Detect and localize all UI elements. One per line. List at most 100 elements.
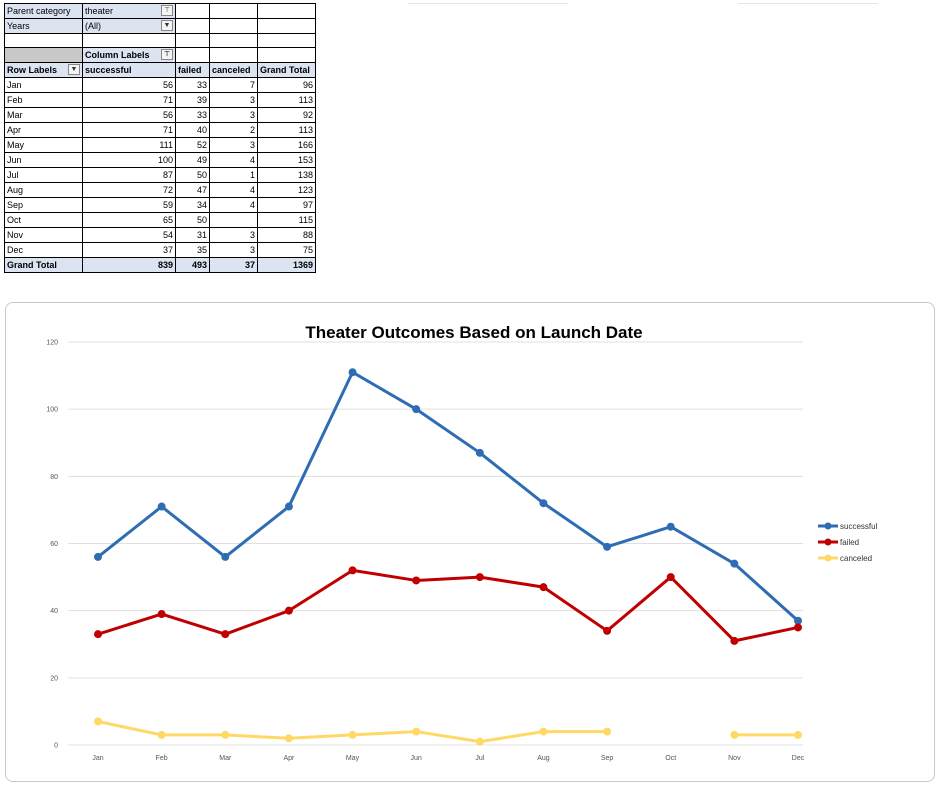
value-cell-canceled[interactable]: 3 [209,137,258,153]
value-cell-total[interactable]: 123 [257,182,316,198]
value-cell-failed[interactable]: 50 [175,167,210,183]
value-cell-total[interactable]: 96 [257,77,316,93]
value-cell-total[interactable]: 115 [257,212,316,228]
column-header[interactable]: canceled [209,62,258,78]
column-header[interactable]: Grand Total [257,62,316,78]
empty-cell [257,3,316,19]
value-cell-canceled[interactable] [209,212,258,228]
filter-label: Years [4,18,83,34]
value-cell-failed[interactable]: 52 [175,137,210,153]
filter-row: Years (All) ▼ [4,18,316,34]
value-cell-failed[interactable]: 34 [175,197,210,213]
data-point-successful [794,616,802,625]
value-cell-total[interactable]: 75 [257,242,316,258]
value-cell-total[interactable]: 88 [257,227,316,243]
empty-cell [209,33,258,48]
column-labels-cell[interactable]: Column Labels ⊤ [82,47,176,63]
value-cell-canceled[interactable]: 3 [209,242,258,258]
value-cell-total[interactable]: 113 [257,122,316,138]
value-cell-canceled[interactable]: 4 [209,182,258,198]
data-point-canceled [794,730,802,739]
value-cell-failed[interactable]: 50 [175,212,210,228]
value-cell-canceled[interactable]: 3 [209,227,258,243]
column-labels-text: Column Labels [85,50,150,60]
data-point-canceled [475,737,484,746]
row-label[interactable]: Mar [4,107,83,123]
sort-filter-icon[interactable]: ⊤ [161,49,173,60]
value-cell-canceled[interactable]: 1 [209,167,258,183]
empty-cell [257,47,316,63]
corner-cell [4,47,83,63]
value-cell-failed[interactable]: 47 [175,182,210,198]
value-cell-total[interactable]: 97 [257,197,316,213]
row-label[interactable]: Sep [4,197,83,213]
value-cell-canceled[interactable]: 4 [209,197,258,213]
row-label[interactable]: Feb [4,92,83,108]
sheet-gridline [408,3,568,4]
line-chart[interactable]: Theater Outcomes Based on Launch Date 0 20… [5,302,935,782]
column-header[interactable]: failed [175,62,210,78]
data-point-successful [412,405,421,414]
value-cell-total[interactable]: 92 [257,107,316,123]
row-label[interactable]: Nov [4,227,83,243]
row-label[interactable]: Apr [4,122,83,138]
value-cell-canceled[interactable]: 2 [209,122,258,138]
value-cell-successful[interactable]: 71 [82,92,176,108]
value-cell-failed[interactable]: 33 [175,107,210,123]
filter-active-icon[interactable]: ⊤ [161,5,173,16]
value-cell-successful[interactable]: 100 [82,152,176,168]
value-cell-successful[interactable]: 56 [82,77,176,93]
value-cell-failed[interactable]: 33 [175,77,210,93]
empty-cell [175,47,210,63]
value-cell-failed[interactable]: 40 [175,122,210,138]
value-cell-total[interactable]: 138 [257,167,316,183]
data-point-successful [94,552,102,561]
value-cell-total[interactable]: 153 [257,152,316,168]
dropdown-arrow-icon[interactable]: ▼ [161,20,173,31]
value-cell-successful[interactable]: 37 [82,242,176,258]
filter-label: Parent category [4,3,83,19]
value-cell-canceled[interactable]: 3 [209,107,258,123]
data-point-failed [666,573,675,582]
row-label[interactable]: Aug [4,182,83,198]
row-label[interactable]: Oct [4,212,83,228]
data-point-canceled [284,734,293,743]
row-labels-cell[interactable]: Row Labels ▼ [4,62,83,78]
total-cell: 493 [175,257,210,273]
value-cell-canceled[interactable]: 7 [209,77,258,93]
row-label[interactable]: Jun [4,152,83,168]
data-point-failed [284,606,293,615]
value-cell-failed[interactable]: 35 [175,242,210,258]
row-label[interactable]: Jan [4,77,83,93]
value-cell-successful[interactable]: 87 [82,167,176,183]
value-cell-successful[interactable]: 111 [82,137,176,153]
data-point-failed [475,573,484,582]
dropdown-arrow-icon[interactable]: ▼ [68,64,80,75]
row-label[interactable]: May [4,137,83,153]
grand-total-label: Grand Total [4,257,83,273]
value-cell-total[interactable]: 113 [257,92,316,108]
x-tick-label: Aug [537,755,550,762]
value-cell-successful[interactable]: 71 [82,122,176,138]
value-cell-canceled[interactable]: 3 [209,92,258,108]
data-point-failed [794,623,802,632]
filter-value-cell[interactable]: (All) ▼ [82,18,176,34]
row-label[interactable]: Jul [4,167,83,183]
value-cell-canceled[interactable]: 4 [209,152,258,168]
value-cell-failed[interactable]: 39 [175,92,210,108]
value-cell-successful[interactable]: 72 [82,182,176,198]
value-cell-failed[interactable]: 31 [175,227,210,243]
table-row: Jul 87 50 1 138 [4,167,316,183]
table-row: Mar 56 33 3 92 [4,107,316,123]
row-label[interactable]: Dec [4,242,83,258]
value-cell-successful[interactable]: 56 [82,107,176,123]
column-header[interactable]: successful [82,62,176,78]
value-cell-successful[interactable]: 59 [82,197,176,213]
filter-value-cell[interactable]: theater ⊤ [82,3,176,19]
value-cell-successful[interactable]: 54 [82,227,176,243]
data-point-successful [284,502,293,511]
value-cell-successful[interactable]: 65 [82,212,176,228]
value-cell-failed[interactable]: 49 [175,152,210,168]
total-cell: 1369 [257,257,316,273]
value-cell-total[interactable]: 166 [257,137,316,153]
